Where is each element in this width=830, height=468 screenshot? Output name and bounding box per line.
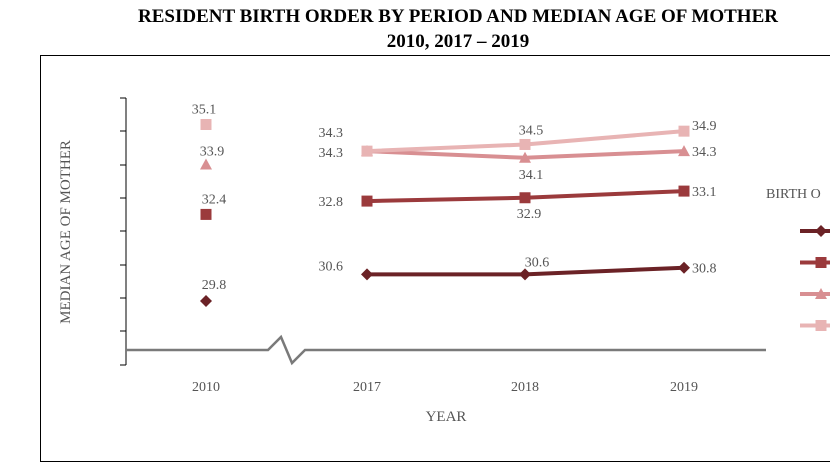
data-point: [678, 125, 690, 137]
data-point: [361, 195, 373, 207]
data-point: [200, 208, 212, 220]
chart-frame: [40, 55, 830, 462]
legend-marker: [815, 225, 827, 237]
data-label: 33.1: [692, 185, 717, 200]
legend-title: BIRTH O: [766, 187, 821, 202]
data-point: [678, 145, 690, 157]
x-tick-label: 2019: [670, 380, 698, 395]
x-axis-line: [126, 334, 766, 366]
data-point: [678, 261, 690, 274]
data-label: 32.4: [202, 192, 227, 207]
x-tick-label: 2010: [192, 380, 220, 395]
data-point: [678, 185, 690, 197]
data-label: 29.8: [202, 278, 227, 293]
data-label: 34.1: [519, 168, 544, 183]
data-label: 32.9: [517, 207, 542, 222]
legend-layer: [800, 225, 830, 331]
data-point: [361, 268, 373, 281]
chart-title: RESIDENT BIRTH ORDER BY PERIOD AND MEDIA…: [138, 6, 778, 27]
data-point: [200, 119, 212, 130]
data-label: 34.3: [692, 145, 717, 160]
y-axis-title: MEDIAN AGE OF MOTHER: [58, 140, 74, 324]
data-point: [519, 192, 531, 204]
data-label: 34.5: [519, 123, 544, 138]
data-label: 34.3: [319, 126, 344, 141]
data-point: [200, 158, 212, 170]
legend-marker: [815, 257, 827, 268]
data-label: 32.8: [319, 195, 344, 210]
x-axis-title: YEAR: [426, 409, 467, 425]
legend-marker: [815, 320, 827, 331]
x-tick-label: 2017: [353, 380, 381, 395]
data-label: 34.9: [692, 119, 717, 134]
data-point: [361, 145, 373, 157]
data-label: 33.9: [200, 144, 225, 159]
data-label: 30.6: [319, 259, 344, 274]
data-point: [519, 138, 531, 150]
chart-subtitle: 2010, 2017 – 2019: [386, 31, 530, 52]
data-label: 34.3: [319, 146, 344, 161]
legend-marker: [815, 288, 827, 299]
data-label: 35.1: [192, 103, 217, 118]
data-point: [200, 294, 212, 307]
data-point: [519, 268, 531, 281]
x-tick-label: 2018: [511, 380, 539, 395]
data-label: 30.6: [525, 255, 550, 270]
data-point: [519, 151, 531, 163]
series-layer: 29.8 30.6 30.6 30.8 32.4 32.8 32.9 33.1 33.9 34.3…: [192, 103, 717, 307]
data-label: 30.8: [692, 262, 717, 277]
